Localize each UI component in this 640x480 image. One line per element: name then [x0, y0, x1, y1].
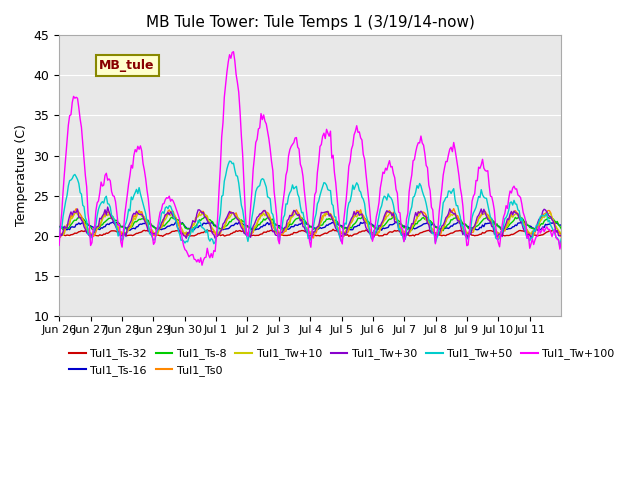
Title: MB Tule Tower: Tule Temps 1 (3/19/14-now): MB Tule Tower: Tule Temps 1 (3/19/14-now… [146, 15, 475, 30]
Text: MB_tule: MB_tule [99, 59, 155, 72]
Y-axis label: Temperature (C): Temperature (C) [15, 125, 28, 227]
Legend: Tul1_Ts-32, Tul1_Ts-16, Tul1_Ts-8, Tul1_Ts0, Tul1_Tw+10, Tul1_Tw+30, Tul1_Tw+50,: Tul1_Ts-32, Tul1_Ts-16, Tul1_Ts-8, Tul1_… [65, 344, 619, 380]
